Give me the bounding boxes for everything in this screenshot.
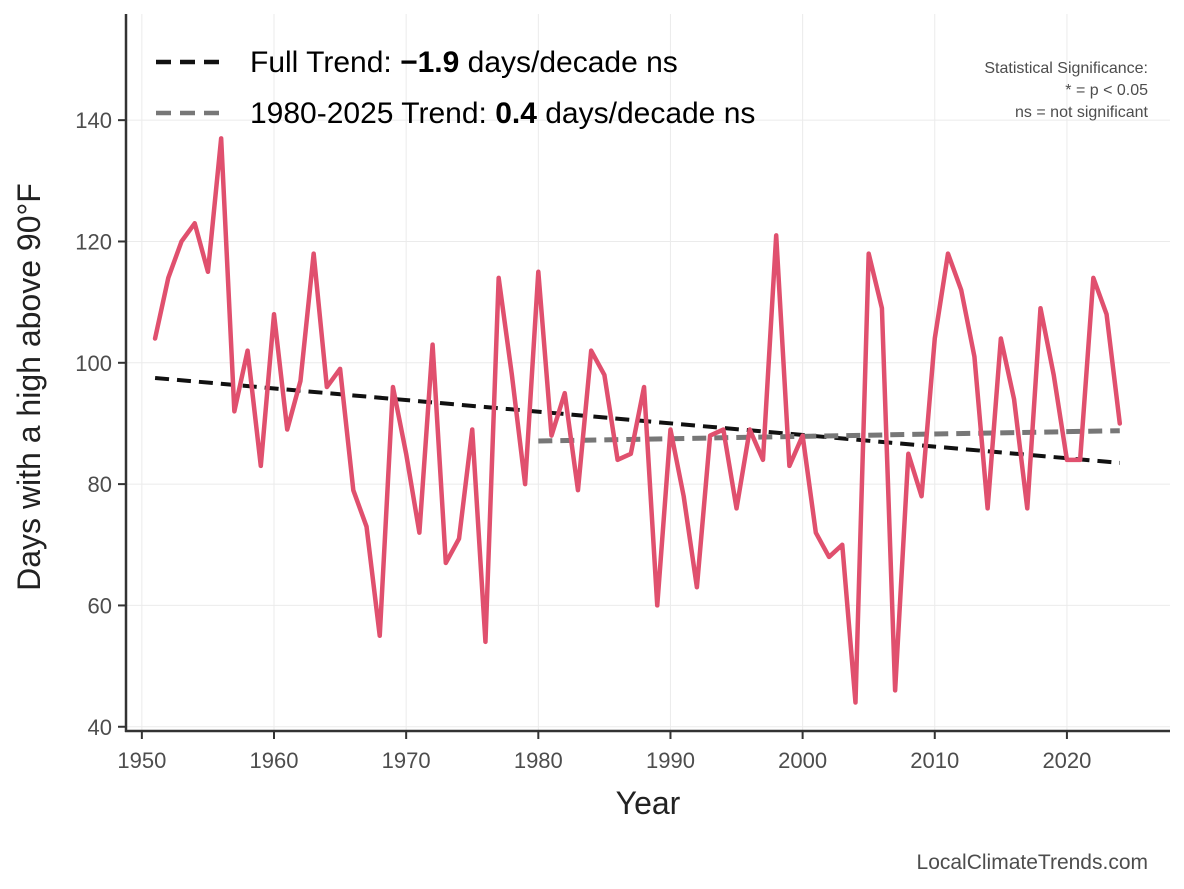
grid <box>126 14 1170 731</box>
axes <box>124 14 1170 733</box>
x-tick-label-2020: 2020 <box>1042 748 1091 773</box>
significance-title: Statistical Significance: <box>984 60 1148 77</box>
legend-full-trend-value: −1.9 <box>400 46 459 79</box>
data-series <box>152 136 1123 705</box>
series-line-0 <box>152 136 1123 705</box>
y-tick-label-100: 100 <box>75 351 112 376</box>
y-tick-label-80: 80 <box>88 472 112 497</box>
significance-note: Statistical Significance: * = p < 0.05 n… <box>984 60 1148 121</box>
y-tick-label-140: 140 <box>75 108 112 133</box>
legend-full-trend-label: Full Trend: −1.9 days/decade ns <box>250 46 678 79</box>
significance-threshold: * = p < 0.05 <box>1065 82 1148 99</box>
x-tick-label-2000: 2000 <box>778 748 827 773</box>
y-axis-title: Days with a high above 90°F <box>11 183 47 591</box>
x-tick-label-1970: 1970 <box>382 748 431 773</box>
legend: Full Trend: −1.9 days/decade ns 1980-202… <box>156 46 755 130</box>
y-tick-label-40: 40 <box>88 715 112 740</box>
x-tick-label-1990: 1990 <box>646 748 695 773</box>
x-tick-label-1960: 1960 <box>250 748 299 773</box>
legend-recent-trend-prefix: 1980-2025 Trend: <box>250 97 495 130</box>
x-tick-label-1980: 1980 <box>514 748 563 773</box>
x-tick-label-1950: 1950 <box>117 748 166 773</box>
y-ticks: 40 60 80 100 120 140 <box>75 108 126 740</box>
legend-recent-trend-label: 1980-2025 Trend: 0.4 days/decade ns <box>250 97 755 130</box>
x-ticks: 1950 1960 1970 1980 1990 2000 2010 2020 <box>117 731 1091 773</box>
legend-recent-trend-suffix: days/decade ns <box>537 97 755 130</box>
significance-ns: ns = not significant <box>1015 104 1149 121</box>
legend-recent-trend-value: 0.4 <box>495 97 537 130</box>
source-credit: LocalClimateTrends.com <box>917 851 1148 874</box>
legend-full-trend-prefix: Full Trend: <box>250 46 400 79</box>
y-tick-label-120: 120 <box>75 229 112 254</box>
y-tick-label-60: 60 <box>88 593 112 618</box>
legend-full-trend-suffix: days/decade ns <box>459 46 677 79</box>
x-axis-title: Year <box>616 785 681 821</box>
x-tick-label-2010: 2010 <box>910 748 959 773</box>
